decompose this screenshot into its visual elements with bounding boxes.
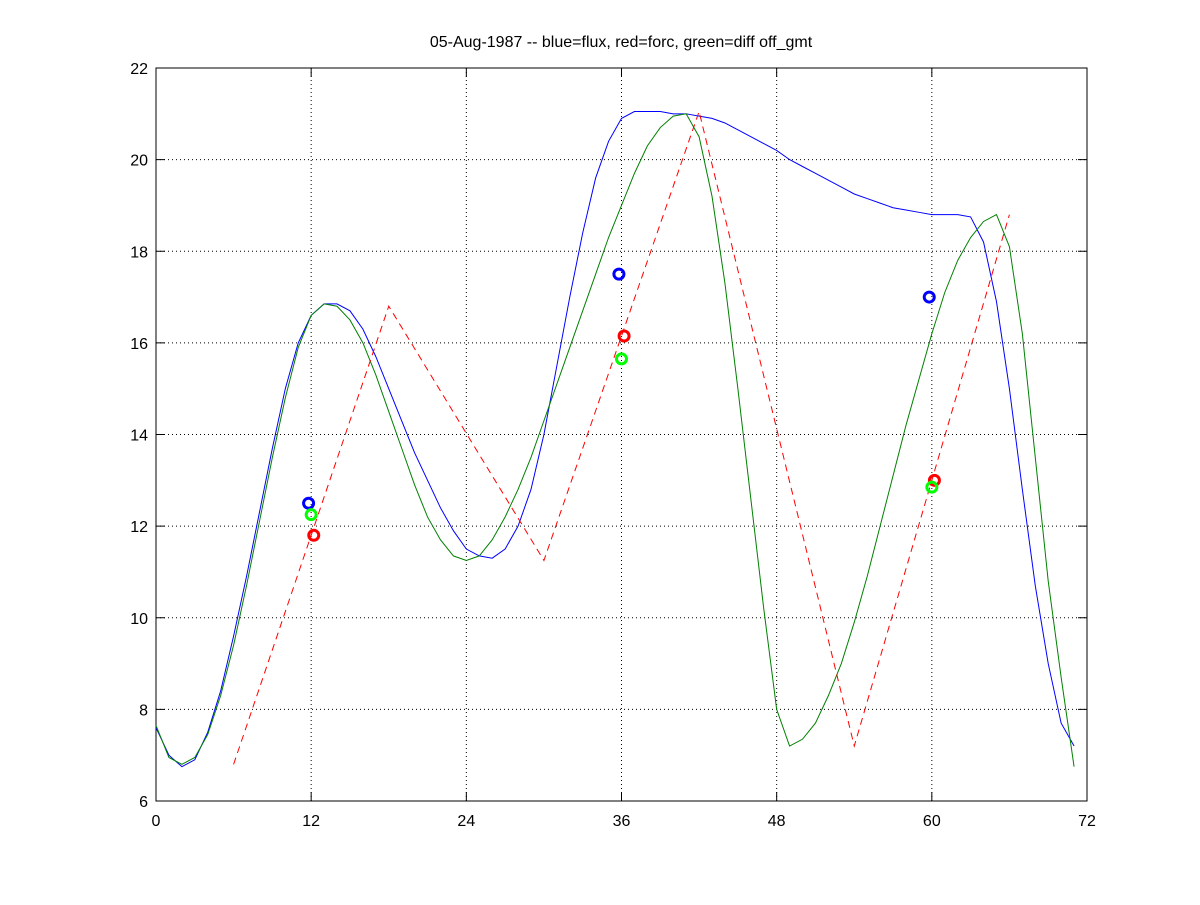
- marker: [617, 329, 631, 343]
- marker: [307, 528, 321, 542]
- x-tick-label: 72: [1078, 813, 1096, 830]
- chart-title: 05-Aug-1987 -- blue=flux, red=forc, gree…: [430, 34, 813, 51]
- marker: [927, 473, 941, 487]
- marker: [304, 508, 318, 522]
- x-tick-label: 48: [768, 813, 786, 830]
- series-line: [155, 113, 1075, 767]
- marker: [612, 267, 626, 281]
- plot-area: [156, 68, 1087, 801]
- y-tick-label: 8: [139, 702, 148, 719]
- x-tick-label: 36: [613, 813, 631, 830]
- y-tick-label: 14: [130, 428, 148, 445]
- x-tick-label: 24: [457, 813, 475, 830]
- y-tick-label: 16: [130, 336, 148, 353]
- x-tick-label: 12: [302, 813, 320, 830]
- y-tick-label: 6: [139, 794, 148, 811]
- marker: [302, 496, 316, 510]
- marker: [925, 480, 939, 494]
- plot-frame: [155, 67, 1088, 802]
- y-tick-label: 20: [130, 153, 148, 170]
- y-tick-label: 18: [130, 244, 148, 261]
- x-tick-label: 0: [152, 813, 161, 830]
- y-tick-label: 10: [130, 611, 148, 628]
- x-tick-label: 60: [923, 813, 941, 830]
- y-tick-label: 22: [130, 61, 148, 78]
- marker: [922, 290, 936, 304]
- y-tick-label: 12: [130, 519, 148, 536]
- marker: [615, 352, 628, 366]
